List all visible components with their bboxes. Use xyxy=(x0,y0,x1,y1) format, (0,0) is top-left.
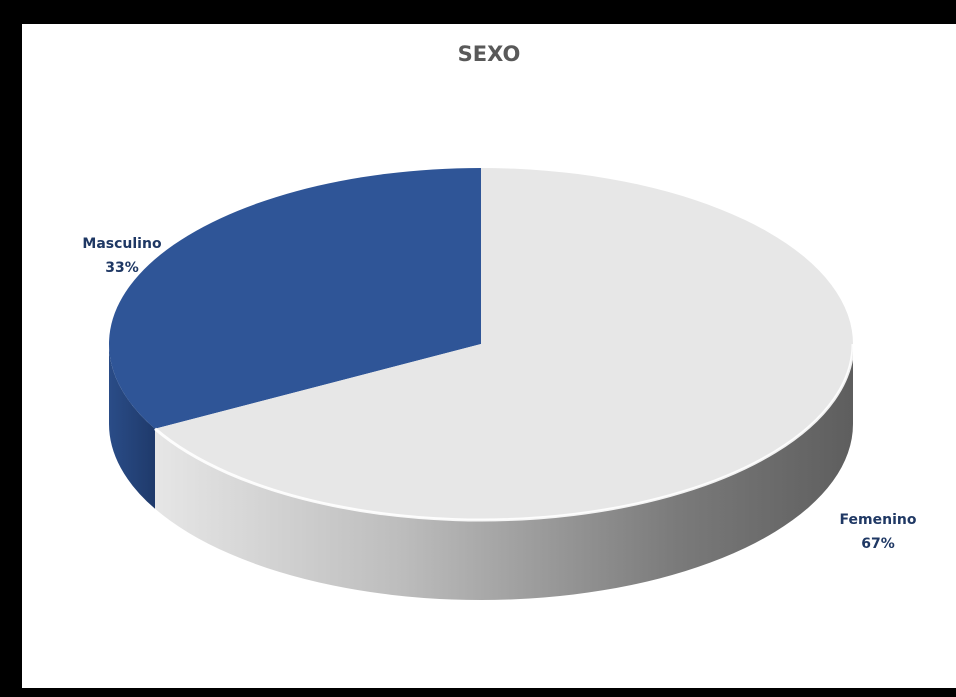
slice-rim-highlight xyxy=(154,343,855,522)
data-label-femenino-name: Femenino xyxy=(840,512,917,528)
pie-chart: Masculino 33% Femenino 67% xyxy=(82,167,917,601)
chart-title: SEXO xyxy=(457,42,521,66)
slice-side-femenino xyxy=(155,344,853,601)
data-label-masculino-value: 33% xyxy=(105,260,139,276)
data-label-femenino-value: 67% xyxy=(861,536,895,552)
chart-area: SEXO Masculino 33% Femenino 67% xyxy=(22,24,956,688)
data-label-masculino-name: Masculino xyxy=(82,236,162,252)
slice-femenino[interactable] xyxy=(155,168,853,520)
slice-masculino[interactable] xyxy=(108,167,481,429)
slice-side-masculino xyxy=(109,344,156,509)
